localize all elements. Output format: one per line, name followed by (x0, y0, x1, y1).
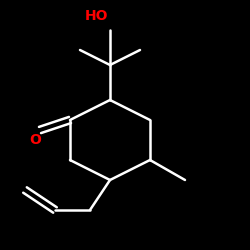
Text: O: O (29, 133, 41, 147)
Text: HO: HO (84, 8, 108, 22)
